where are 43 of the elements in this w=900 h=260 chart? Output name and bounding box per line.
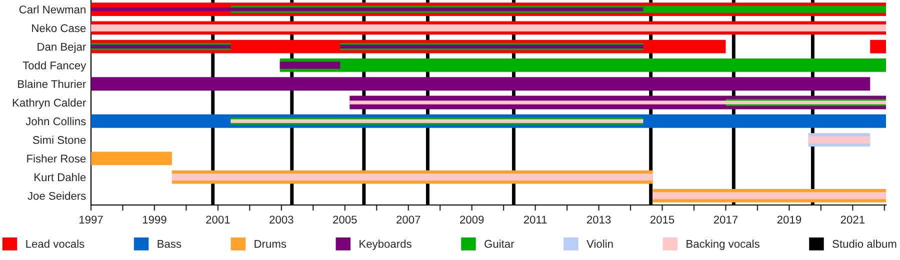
x-tick-label: 2011 <box>524 216 547 224</box>
x-tick-label: 1997 <box>79 216 103 224</box>
y-tick-label: John Collins <box>26 117 86 126</box>
bar <box>172 174 653 181</box>
legend-label: Drums <box>254 240 286 248</box>
y-tick-label: Neko Case <box>32 24 86 32</box>
bar <box>652 192 886 200</box>
bar <box>350 100 886 104</box>
x-tick-label: 1999 <box>142 216 166 224</box>
bar <box>91 77 870 91</box>
x-tick-label: 2019 <box>777 216 802 224</box>
bar <box>91 152 172 166</box>
x-tick-label: 2013 <box>586 216 611 224</box>
bar <box>91 7 644 12</box>
legend-label: Bass <box>158 240 182 248</box>
y-tick-label: Dan Bejar <box>38 42 86 53</box>
x-tick-label: 2003 <box>270 216 294 224</box>
x-tick-label: 2005 <box>333 216 357 224</box>
bar <box>280 62 340 69</box>
legend-label: Guitar <box>484 240 514 248</box>
y-tick-label: Fisher Rose <box>27 154 86 163</box>
x-tick-label: 2009 <box>460 216 484 224</box>
y-tick-label: Carl Newman <box>19 5 86 14</box>
y-tick-label: Kurt Dahle <box>34 173 86 182</box>
y-tick-label: Blaine Thurier <box>18 80 86 88</box>
x-tick-label: 2021 <box>840 216 864 224</box>
y-tick-label: Todd Fancey <box>22 61 86 72</box>
x-tick-label: 2015 <box>650 216 674 224</box>
bar <box>280 58 886 72</box>
legend-label: Backing vocals <box>686 240 760 250</box>
bar <box>91 24 886 32</box>
legend-label: Lead vocals <box>26 240 84 248</box>
legend-label: Studio album <box>832 240 896 248</box>
y-tick-label: Joe Seiders <box>28 192 86 200</box>
x-tick-label: 2001 <box>206 216 230 224</box>
bar <box>808 136 870 144</box>
legend-label: Violin <box>586 240 613 248</box>
x-tick-label: 2007 <box>396 216 420 224</box>
x-tick-label: 2017 <box>714 216 738 224</box>
y-tick-label: Simi Stone <box>32 136 86 144</box>
y-tick-label: Kathryn Calder <box>12 98 86 109</box>
legend-label: Keyboards <box>360 240 412 250</box>
bar <box>870 40 886 54</box>
